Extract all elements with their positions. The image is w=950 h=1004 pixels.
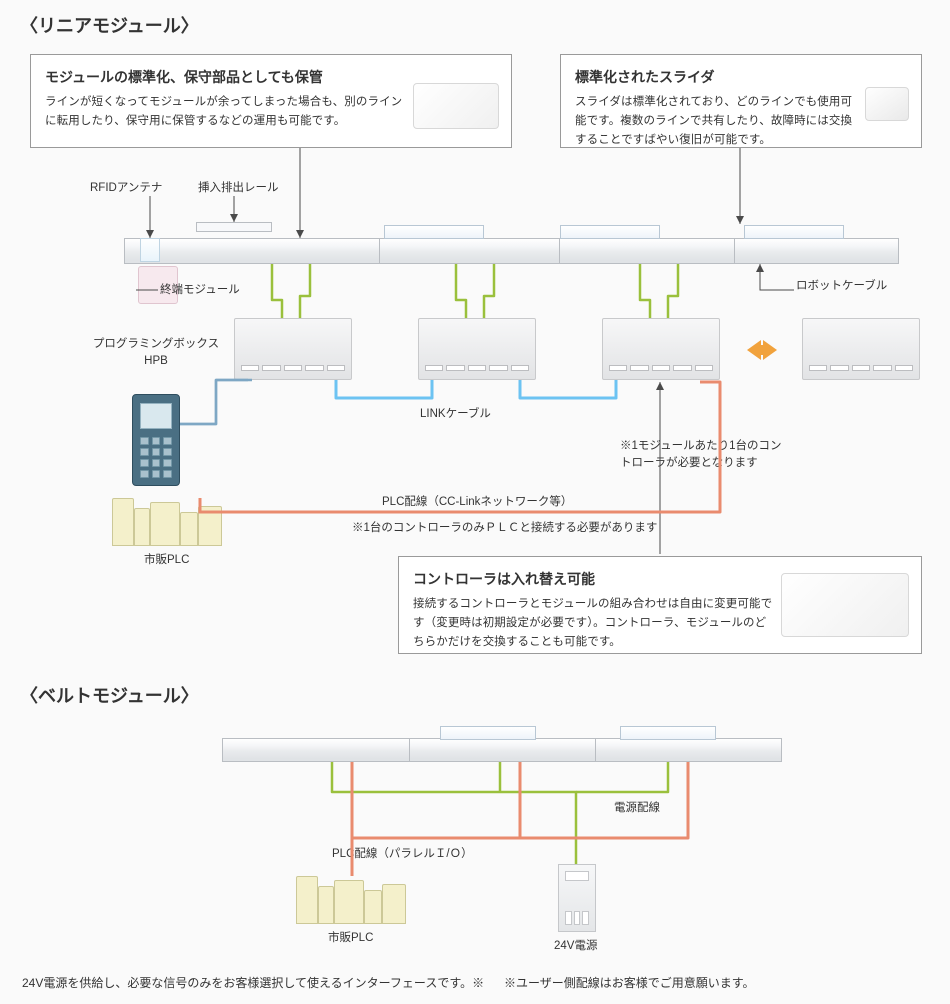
label-power-line: 電源配線 — [614, 800, 660, 817]
hpb-programmer — [132, 394, 180, 486]
psu-unit — [558, 864, 596, 932]
rail-joint — [734, 238, 735, 264]
label-module-note: ※1モジュールあたり1台のコン トローラが必要となります — [620, 438, 782, 473]
plc-unit — [112, 498, 224, 546]
footnote-right: ※ユーザー側配線はお客様でご用意願います。 — [504, 974, 755, 991]
label-plc-wiring: PLC配線（CC-Linkネットワーク等） — [382, 494, 572, 511]
belt-joint — [409, 738, 410, 762]
rfid-antenna — [140, 238, 160, 262]
section-linear-title: 〈リニアモジュール〉 — [20, 12, 199, 38]
belt-rail — [222, 738, 782, 762]
callout-controller: コントローラは入れ替え可能 接続するコントローラとモジュールの組み合わせは自由に… — [398, 556, 922, 654]
label-belt-plc-wiring: PLC配線（パラレルＩ/Ｏ） — [332, 846, 473, 863]
belt-joint — [595, 738, 596, 762]
module-product-icon — [413, 83, 499, 129]
belt-plc-unit — [296, 876, 408, 924]
rail-joint — [559, 238, 560, 264]
belt-slider — [440, 726, 536, 740]
callout-controller-text: 接続するコントローラとモジュールの組み合わせは自由に変更可能です（変更時は初期設… — [413, 595, 773, 652]
controller-spare — [802, 318, 920, 380]
label-plc: 市販PLC — [144, 552, 189, 569]
belt-slider — [620, 726, 716, 740]
linear-rail — [124, 238, 899, 264]
label-rfid: RFIDアンテナ — [90, 180, 162, 197]
slider-product-icon — [865, 87, 909, 121]
label-insert-rail: 挿入排出レール — [198, 180, 279, 197]
callout-slider-std-title: 標準化されたスライダ — [575, 67, 907, 87]
label-plc-note: ※1台のコントローラのみＰＬＣと接続する必要があります — [352, 520, 657, 537]
section-belt-title: 〈ベルトモジュール〉 — [20, 682, 199, 708]
slider-unit — [384, 225, 484, 239]
label-psu: 24V電源 — [554, 938, 597, 955]
callout-module-std: モジュールの標準化、保守部品としても保管 ラインが短くなってモジュールが余ってし… — [30, 54, 512, 148]
controller-unit — [602, 318, 720, 380]
callout-module-std-text: ラインが短くなってモジュールが余ってしまった場合も、別のラインに転用したり、保守… — [45, 93, 405, 131]
insert-eject-rail — [196, 222, 272, 232]
label-end-module: 終端モジュール — [160, 282, 240, 299]
footnote-left: 24V電源を供給し、必要な信号のみをお客様選択して使えるインターフェースです。※ — [22, 974, 484, 991]
callout-slider-std: 標準化されたスライダ スライダは標準化されており、どのラインでも使用可能です。複… — [560, 54, 922, 148]
swap-arrow-icon — [736, 340, 788, 360]
slider-unit — [560, 225, 660, 239]
label-hpb: プログラミングボックス HPB — [86, 336, 226, 371]
callout-slider-std-text: スライダは標準化されており、どのラインでも使用可能です。複数のラインで共有したり… — [575, 93, 853, 150]
label-belt-plc: 市販PLC — [328, 930, 373, 947]
slider-unit — [744, 225, 844, 239]
label-robot-cable: ロボットケーブル — [796, 278, 887, 295]
rail-joint — [379, 238, 380, 264]
label-link-cable: LINKケーブル — [420, 406, 491, 423]
controller-product-icon — [781, 573, 909, 637]
controller-unit — [418, 318, 536, 380]
controller-unit — [234, 318, 352, 380]
